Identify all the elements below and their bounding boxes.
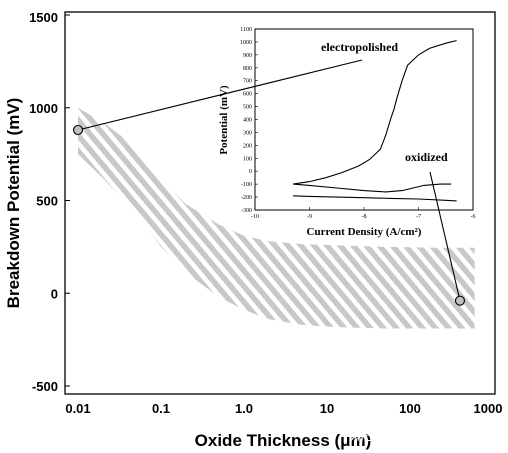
connector-line-oxidized xyxy=(429,171,461,301)
x-tick-label: 1000 xyxy=(474,401,503,416)
marker-electropolished xyxy=(72,124,84,136)
inset-y-axis-title: Potential (mV) xyxy=(218,85,230,155)
inset-y-tick-label: 800 xyxy=(243,66,252,72)
y-tick-label: -500 xyxy=(32,379,58,394)
y-tick-label: 1000 xyxy=(29,101,58,116)
inset-y-tick-label: 900 xyxy=(243,53,252,59)
inset-y-tick-label: 600 xyxy=(243,92,252,98)
connector-line-electropolished xyxy=(77,59,363,131)
x-tick-label: 10 xyxy=(320,401,334,416)
y-tick-label: 0 xyxy=(51,286,58,301)
inset-y-tick-label: -200 xyxy=(241,195,252,201)
x-tick-label: 100 xyxy=(399,401,421,416)
inset-y-tick-label: -300 xyxy=(241,208,252,214)
inset-y-tick-label: 1100 xyxy=(240,27,252,33)
connectors xyxy=(72,59,466,306)
x-axis: 0.01 0.1 1.0 10 100 1000 xyxy=(65,401,502,416)
inset-annotation-oxidized: oxidized xyxy=(405,150,448,164)
inset-x-tick-label: -7 xyxy=(416,214,421,220)
inset-x-tick-label: -10 xyxy=(251,214,259,220)
inset-frame xyxy=(254,28,474,211)
inset-annotation-electropolished: electropolished xyxy=(321,40,398,54)
y-axis-title: Breakdown Potential (mV) xyxy=(4,98,23,309)
inset-series xyxy=(293,40,457,202)
inset-x-axis-title: Current Density (A/cm²) xyxy=(307,226,422,238)
inset-y-tick-label: -100 xyxy=(241,182,252,188)
x-axis-title: Oxide Thickness (μm) xyxy=(195,431,372,450)
inset-x-tick-label: -6 xyxy=(471,214,476,220)
x-tick-label: 0.01 xyxy=(65,401,90,416)
marker-oxidized xyxy=(454,295,466,306)
inset-y-tick-label: 500 xyxy=(243,105,252,111)
inset-y-axis: 110010009008007006005004003002001000-100… xyxy=(240,27,258,214)
inset-y-tick-label: 400 xyxy=(243,118,252,124)
breakdown-band xyxy=(78,107,475,329)
y-axis: 1500 1000 500 0 -500 xyxy=(29,10,70,394)
y-tick-label: 500 xyxy=(36,194,58,209)
inset-series-line-curve-2 xyxy=(293,195,457,202)
inset-y-tick-label: 200 xyxy=(243,143,252,149)
inset-y-tick-label: 100 xyxy=(243,156,252,162)
x-tick-label: 0.1 xyxy=(152,401,170,416)
inset-y-tick-label: 1000 xyxy=(240,40,252,46)
x-tick-label: 1.0 xyxy=(235,401,253,416)
inset-x-axis: -10 -9 -8 -7 -6 xyxy=(251,207,476,220)
watermark: 知乎 @富临塑胶-黎生 xyxy=(350,427,486,444)
inset-chart: 110010009008007006005004003002001000-100… xyxy=(218,27,476,238)
inset-x-tick-label: -8 xyxy=(362,214,367,220)
inset-y-tick-label: 700 xyxy=(243,79,252,85)
inset-series-line-electropolished xyxy=(293,40,457,185)
inset-y-tick-label: 300 xyxy=(243,130,252,136)
inset-series-line-oxidized xyxy=(293,183,452,193)
inset-x-tick-label: -9 xyxy=(307,214,312,220)
y-tick-label: 1500 xyxy=(29,10,58,25)
inset-y-tick-label: 0 xyxy=(249,169,252,175)
